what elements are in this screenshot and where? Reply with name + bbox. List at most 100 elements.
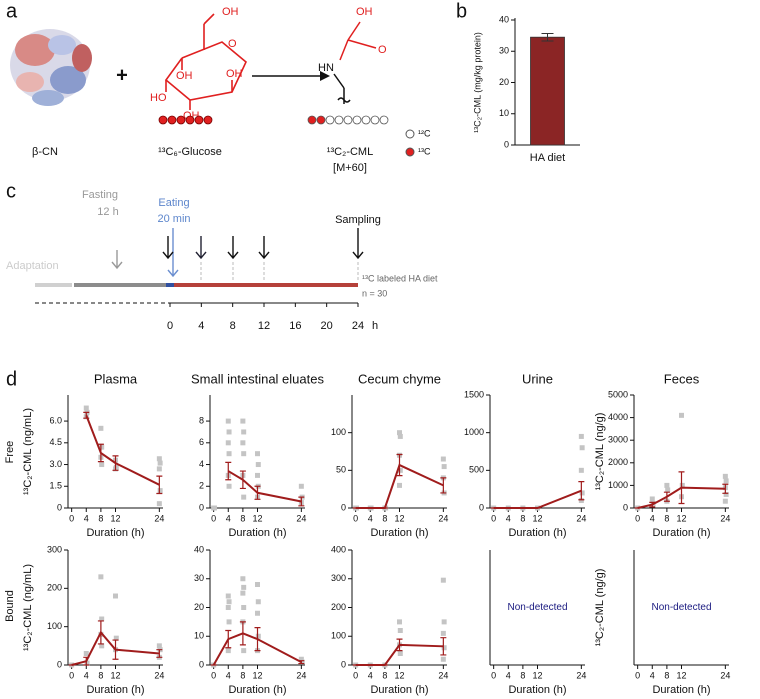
- replicate-point: [241, 494, 247, 500]
- x-tick-label: 8: [382, 513, 387, 523]
- x-tick-label: 4: [506, 513, 511, 523]
- x-tick-label: 8: [520, 513, 525, 523]
- fasting-label: Fasting: [82, 189, 118, 201]
- atom-label: OH: [176, 70, 193, 82]
- x-tick-label: 8: [98, 670, 103, 680]
- x-tick-label: 12: [252, 513, 262, 523]
- time-unit: h: [372, 320, 378, 332]
- atom-label: O: [378, 44, 387, 56]
- replicate-point: [241, 605, 247, 610]
- y-tick-label: 40: [499, 14, 509, 24]
- error-bar: [239, 621, 246, 646]
- x-axis-label: Duration (h): [370, 684, 428, 696]
- replicate-point: [157, 488, 163, 494]
- timeline-tick-label: 24: [352, 320, 364, 332]
- x-tick-label: 12: [532, 670, 542, 680]
- chart-title: Cecum chyme: [358, 371, 441, 386]
- error-bar: [156, 475, 163, 495]
- mean-line: [227, 470, 302, 503]
- y-tick-label: 6: [199, 437, 204, 447]
- timeline-bars: [35, 283, 358, 304]
- x-tick-label: 0: [69, 670, 74, 680]
- replicate-point: [98, 425, 104, 431]
- x-tick-label: 8: [520, 670, 525, 680]
- cml-structure: [333, 21, 377, 104]
- x-tick-label: 4: [650, 513, 655, 523]
- replicate-point: [255, 462, 261, 468]
- error-bar: [83, 411, 90, 419]
- replicate-point: [578, 433, 584, 439]
- error-bar: [298, 496, 305, 507]
- y-tick-label: 0: [341, 502, 346, 512]
- replicate-point: [241, 429, 247, 435]
- eating-label: Eating: [158, 197, 189, 209]
- replicate-point: [298, 656, 304, 662]
- replicate-point: [226, 599, 232, 605]
- x-axis-label: Duration (h): [652, 684, 710, 696]
- error-bar: [225, 461, 232, 481]
- x-tick-label: 8: [240, 513, 245, 523]
- legend-label: ¹³C: [418, 146, 431, 156]
- panel-label: a: [6, 0, 18, 22]
- replicate-point: [225, 648, 231, 654]
- y-tick-label: 0: [623, 502, 628, 512]
- x-tick-label: 24: [438, 513, 448, 523]
- error-bar: [541, 32, 554, 42]
- y-tick-label: 100: [331, 631, 346, 641]
- timeline-tick-label: 8: [230, 320, 236, 332]
- timeline-tick-label: 0: [167, 320, 173, 332]
- replicate-point: [440, 577, 446, 583]
- replicate-point: [440, 656, 446, 662]
- x-tick-label: HA diet: [530, 152, 565, 164]
- y-tick-label: 0: [341, 659, 346, 669]
- y-tick-label: 50: [336, 465, 346, 475]
- x-tick-label: 0: [211, 513, 216, 523]
- y-tick-label: 6.0: [49, 415, 62, 425]
- x-tick-label: 12: [532, 513, 542, 523]
- timeline-tick-label: 16: [289, 320, 301, 332]
- x-tick-label: 4: [368, 513, 373, 523]
- x-tick-label: 0: [69, 513, 74, 523]
- y-axis-label: ¹³C₂-CML (mg/kg protein): [472, 32, 482, 133]
- y-tick-label: 3.0: [49, 459, 62, 469]
- x-axis-label: Duration (h): [370, 527, 428, 539]
- replicate-point: [397, 651, 403, 656]
- product-mass: [M+60]: [333, 162, 367, 174]
- error-bar: [156, 649, 163, 658]
- y-tick-label: 4: [199, 459, 204, 469]
- error-bar: [254, 485, 261, 500]
- x-tick-label: 24: [154, 513, 164, 523]
- timeline-tick-label: 20: [321, 320, 333, 332]
- chart-title: Urine: [522, 371, 553, 386]
- replicate-point: [99, 643, 105, 649]
- x-axis-label: Duration (h): [652, 527, 710, 539]
- x-tick-label: 12: [676, 670, 686, 680]
- y-tick-label: 200: [47, 583, 62, 593]
- x-tick-label: 4: [226, 670, 231, 680]
- mean-line: [493, 489, 582, 509]
- replicate-point: [397, 467, 403, 473]
- y-tick-label: 20: [499, 77, 509, 87]
- x-tick-label: 4: [368, 670, 373, 680]
- x-axis-label: Duration (h): [508, 527, 566, 539]
- replicate-point: [441, 464, 447, 470]
- x-tick-label: 0: [491, 670, 496, 680]
- y-tick-label: 5000: [608, 389, 628, 399]
- y-tick-label: 3000: [608, 435, 628, 445]
- replicate-point: [397, 628, 403, 633]
- glucose-atoms: OH O OH HO OH OH: [150, 6, 243, 122]
- x-tick-label: 12: [252, 670, 262, 680]
- replicate-point: [99, 462, 105, 468]
- replicate-point: [83, 651, 89, 656]
- replicate-point: [665, 487, 671, 493]
- replicate-point: [255, 633, 261, 639]
- replicate-point: [240, 590, 246, 596]
- replicate-point: [99, 444, 105, 450]
- carbon-dots: [158, 115, 213, 125]
- replicate-point: [240, 576, 246, 582]
- replicate-point: [579, 445, 585, 451]
- x-tick-label: 24: [154, 670, 164, 680]
- panel-label: b: [456, 0, 467, 22]
- chart-title: Small intestinal eluates: [191, 371, 324, 386]
